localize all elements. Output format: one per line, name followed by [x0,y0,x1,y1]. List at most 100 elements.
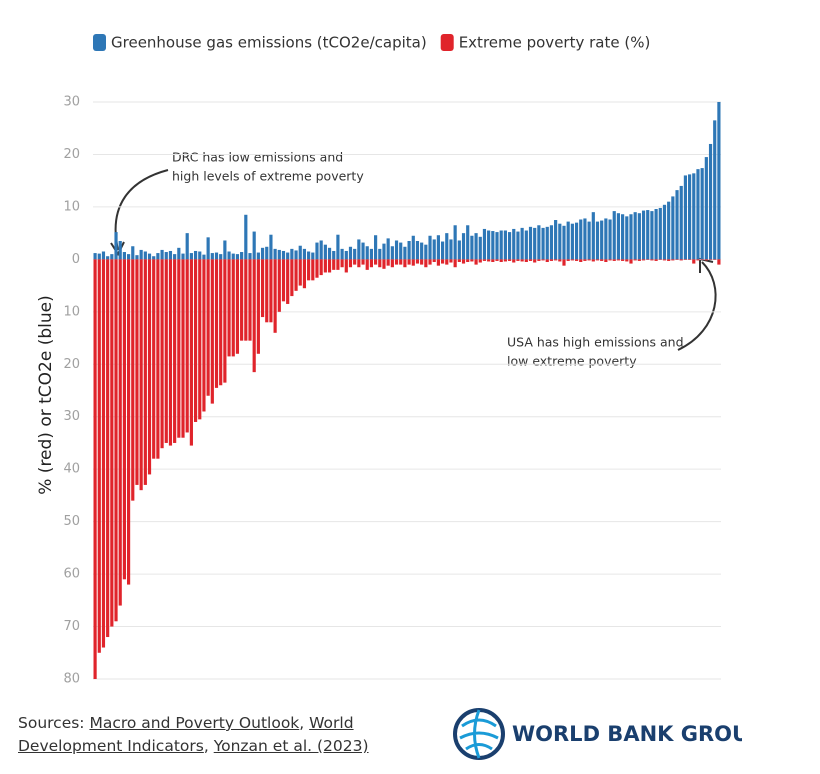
bar [470,259,474,262]
bar [135,255,139,260]
bar [369,248,374,260]
bar [152,256,156,260]
bar [495,232,499,260]
bar [470,235,474,260]
bar [286,259,290,304]
bar [173,259,177,443]
bar [679,259,683,261]
bar [332,250,336,260]
bar [177,247,181,260]
legend-label: Extreme poverty rate (%) [459,34,651,52]
bar [453,259,457,268]
bar [177,259,181,438]
chart: % (red) or tCO2e (blue) DRC has low emis… [36,34,721,687]
bar [616,259,621,261]
bar [122,252,126,260]
legend-swatch [440,34,454,51]
bar [240,252,244,260]
bar [168,259,173,446]
bar [101,259,106,648]
bar [122,259,126,580]
bar [407,241,411,260]
bar [474,259,478,265]
bar [152,259,156,459]
source-link[interactable]: Macro and Poverty Outlook [89,714,300,732]
bar [252,259,256,373]
bar [353,248,357,260]
bar [704,259,708,261]
bar [256,252,260,260]
bar [214,252,219,260]
bar [160,259,164,449]
bar [558,223,562,260]
bar [650,259,654,261]
bar [528,259,533,261]
bar [164,252,168,260]
bar [118,241,122,260]
bar [227,251,231,260]
bar [390,259,394,268]
bar [679,185,683,260]
bar [240,259,244,341]
bar [545,226,549,260]
footer-text: , [203,737,214,755]
bar [248,253,252,260]
bar [562,259,566,266]
bar [277,259,281,312]
bar [445,259,449,265]
bar [675,190,679,260]
source-link[interactable]: World Development Indicators [18,714,354,755]
bar [633,212,637,260]
bar [688,174,692,260]
bar [420,259,424,265]
bar [533,227,537,260]
bar [440,241,445,260]
bar [378,248,382,260]
bar [466,259,470,262]
source-link[interactable]: Yonzan et al. (2023) [213,737,369,755]
bar [193,250,198,260]
bar [168,250,173,260]
bar [181,253,185,260]
bar [574,222,579,260]
bar [302,248,307,260]
bar [126,259,131,585]
bar [101,251,106,260]
bar [114,259,118,622]
bar [311,259,315,281]
bar [365,259,369,270]
bar [570,259,574,261]
bar [541,227,545,260]
bar [583,259,587,261]
bar [700,259,704,260]
bar [717,102,721,260]
bar [600,259,604,261]
bar [524,259,528,262]
bar [290,259,294,297]
bar [298,259,302,286]
bar [143,259,147,485]
bar [662,204,667,260]
bar [235,254,240,260]
bar [269,234,273,260]
bar [637,259,641,261]
bar [252,231,256,260]
bar [428,259,432,265]
bar [675,259,679,260]
bar [533,259,537,263]
bar [516,231,520,260]
bar [206,259,210,396]
y-tick-label: 20 [63,147,80,162]
bar [512,228,516,260]
legend-label: Greenhouse gas emissions (tCO2e/capita) [111,34,427,52]
bar [692,259,696,264]
bar [311,252,315,260]
bar [344,259,348,273]
bar [466,225,470,260]
bar [219,254,223,260]
bar [637,213,641,260]
bar [307,259,311,281]
bar [319,259,323,276]
bar [436,235,440,260]
bar [139,259,143,491]
